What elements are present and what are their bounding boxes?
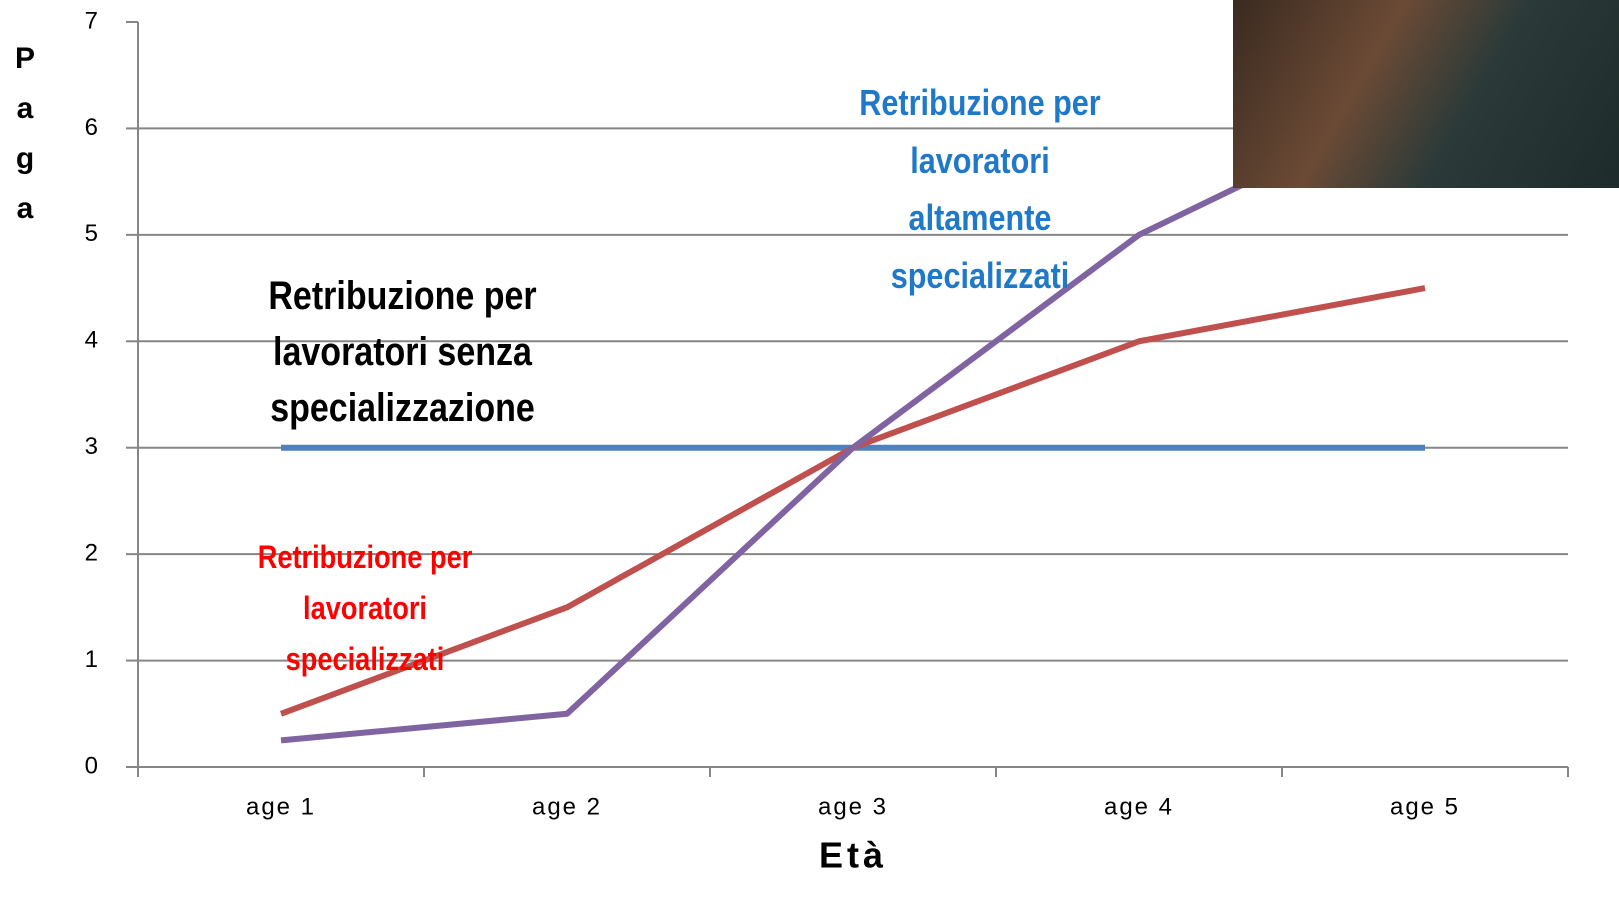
x-tick-label: age 5	[1390, 793, 1460, 820]
y-axis-title: Paga	[14, 34, 36, 234]
annotation: Retribuzione per lavoratori altamente sp…	[844, 74, 1116, 304]
x-tick-label: age 1	[246, 793, 316, 820]
y-tick-label: 3	[85, 433, 100, 460]
y-tick-label: 6	[85, 114, 100, 141]
annotation: Retribuzione per lavoratori senza specia…	[243, 268, 562, 436]
y-tick-label: 7	[85, 7, 100, 34]
x-tick-label: age 4	[1104, 793, 1174, 820]
y-tick-label: 2	[85, 539, 100, 566]
y-tick-label: 0	[85, 752, 100, 779]
x-axis-title: Età	[819, 835, 887, 876]
y-tick-label: 4	[85, 327, 100, 354]
annotation: Retribuzione per lavoratori specializzat…	[238, 532, 493, 686]
page: {"chart_data": {"type": "line", "x_label…	[0, 0, 1619, 901]
y-tick-label: 5	[85, 220, 100, 247]
x-tick-label: age 3	[818, 793, 888, 820]
y-tick-label: 1	[85, 646, 100, 673]
photo	[1233, 0, 1619, 188]
x-tick-label: age 2	[532, 793, 602, 820]
